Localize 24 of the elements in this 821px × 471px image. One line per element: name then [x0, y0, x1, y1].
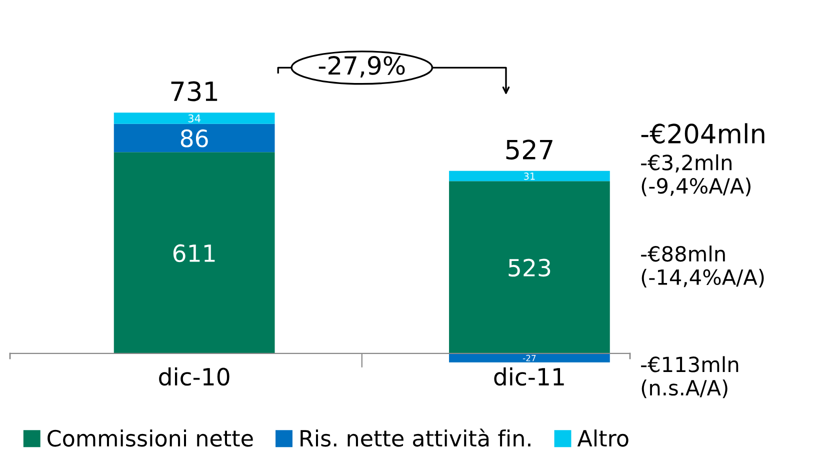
legend-label: Altro	[577, 429, 628, 447]
data-label: 523	[508, 258, 550, 277]
bar	[449, 353, 610, 362]
total-label: 527	[506, 140, 552, 160]
legend-label: Ris. nette attività fin.	[300, 428, 530, 447]
bar	[114, 112, 275, 124]
data-label: -27	[522, 354, 536, 362]
text: -€113mln (n.s.A/A)	[641, 356, 738, 398]
bar	[114, 152, 275, 354]
text: -27,9%	[318, 56, 405, 78]
bar	[449, 181, 610, 354]
data-label: 611	[173, 244, 215, 262]
data-label: 34	[188, 114, 200, 122]
x-tick-label: dic-10	[159, 367, 230, 386]
total-label: 731	[171, 81, 218, 102]
bar	[114, 124, 275, 152]
bar	[449, 170, 610, 182]
text: -€3,2mln (-9,4%A/A)	[641, 154, 750, 196]
legend-label: Commissioni nette	[48, 429, 253, 447]
text: -€204mln	[641, 123, 764, 144]
text: -€88mln (-14,4%A/A)	[641, 246, 764, 288]
data-label: 31	[524, 172, 535, 180]
x-tick-label: dic-11	[494, 367, 564, 386]
data-label: 86	[180, 129, 208, 148]
